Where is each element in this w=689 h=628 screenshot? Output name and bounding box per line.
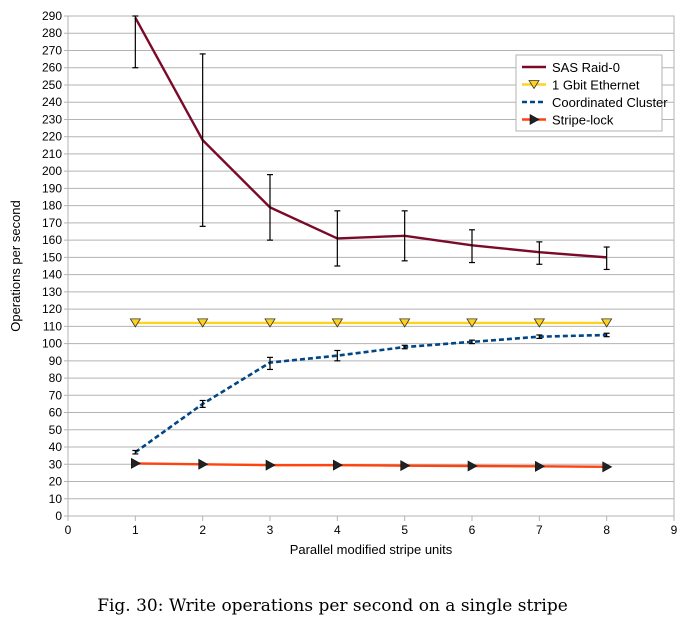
data-point-stripe-lock (131, 457, 141, 469)
y-tick-label: 70 (49, 388, 63, 402)
y-axis-title: Operations per second (8, 200, 23, 332)
data-point-stripe-lock (400, 460, 411, 472)
y-tick-label: 100 (42, 337, 62, 351)
y-tick-label: 150 (42, 250, 62, 264)
x-tick-label: 7 (536, 523, 543, 537)
y-tick-label: 190 (42, 181, 62, 195)
data-point-1-gbit-ethernet (398, 318, 411, 328)
y-tick-label: 290 (42, 9, 62, 23)
y-tick-label: 60 (49, 406, 63, 420)
x-tick-label: 4 (334, 523, 341, 537)
y-tick-label: 210 (42, 147, 62, 161)
x-tick-label: 6 (469, 523, 476, 537)
series-line-coordinated-cluster (134, 333, 607, 454)
x-tick-label: 5 (401, 523, 408, 537)
y-tick-label: 230 (42, 112, 62, 126)
y-tick-label: 10 (49, 492, 63, 506)
data-point-1-gbit-ethernet (196, 318, 209, 328)
x-tick-label: 3 (267, 523, 274, 537)
y-tick-label: 260 (42, 61, 62, 75)
data-point-stripe-lock (198, 458, 209, 470)
y-tick-label: 180 (42, 199, 62, 213)
y-tick-labels: 0 10 20 30 40 50 60 70 80 90 100 110 120 130 140 150 160… (42, 9, 62, 523)
legend-marker-stripe-lock (529, 113, 540, 126)
legend-label-sas-raid-0: SAS Raid-0 (552, 60, 620, 75)
figure-caption: Fig. 30: Write operations per second on … (97, 596, 568, 616)
y-tick-label: 280 (42, 26, 62, 40)
data-point-1-gbit-ethernet (331, 318, 344, 328)
y-tick-label: 220 (42, 130, 62, 144)
y-tick-label: 270 (42, 43, 62, 57)
data-point-1-gbit-ethernet (533, 318, 546, 328)
y-tick-label: 130 (42, 285, 62, 299)
y-tick-label: 160 (42, 233, 62, 247)
y-tick-label: 0 (55, 509, 62, 523)
y-tick-label: 120 (42, 302, 62, 316)
x-tick-labels: 0 1 2 3 4 5 6 7 8 9 (65, 523, 678, 537)
data-point-1-gbit-ethernet (264, 318, 276, 328)
legend-label-stripe-lock: Stripe-lock (552, 113, 614, 128)
x-tick-label: 2 (199, 523, 206, 537)
legend-marker-1-gbit-ethernet (528, 80, 540, 90)
y-tick-label: 140 (42, 268, 62, 282)
y-tick-label: 50 (49, 423, 63, 437)
x-tick-label: 8 (603, 523, 610, 537)
y-tick-label: 40 (49, 440, 63, 454)
data-point-stripe-lock (333, 459, 343, 471)
data-point-1-gbit-ethernet (600, 318, 613, 328)
legend: SAS Raid-0 1 Gbit Ethernet Coordinated Clu… (515, 54, 668, 132)
y-tick-label: 30 (49, 457, 63, 471)
data-point-1-gbit-ethernet (466, 318, 478, 328)
legend-label-coordinated-cluster: Coordinated Cluster (552, 95, 668, 110)
data-point-stripe-lock (535, 460, 545, 472)
data-point-1-gbit-ethernet (129, 318, 142, 328)
y-tick-label: 200 (42, 164, 62, 178)
axes (67, 15, 675, 517)
x-tick-label: 1 (132, 523, 139, 537)
x-tick-label: 9 (671, 523, 678, 537)
data-point-stripe-lock (602, 461, 613, 473)
data-point-stripe-lock (467, 460, 478, 472)
y-tick-label: 170 (42, 216, 62, 230)
series-line-sas-raid-0 (134, 17, 607, 259)
data-point-stripe-lock (265, 459, 276, 471)
y-tick-label: 80 (49, 371, 63, 385)
x-tick-label: 0 (65, 523, 72, 537)
plot-frame (67, 15, 675, 517)
y-tick-label: 250 (42, 78, 62, 92)
y-tick-label: 20 (49, 475, 63, 489)
legend-label-1-gbit-ethernet: 1 Gbit Ethernet (552, 78, 640, 93)
series-line-stripe-lock (135, 462, 607, 469)
x-axis-title: Parallel modified stripe units (290, 542, 453, 557)
y-tick-label: 240 (42, 95, 62, 109)
y-tick-label: 110 (43, 319, 62, 333)
series-group (129, 15, 613, 473)
y-tick-label: 90 (49, 354, 63, 368)
